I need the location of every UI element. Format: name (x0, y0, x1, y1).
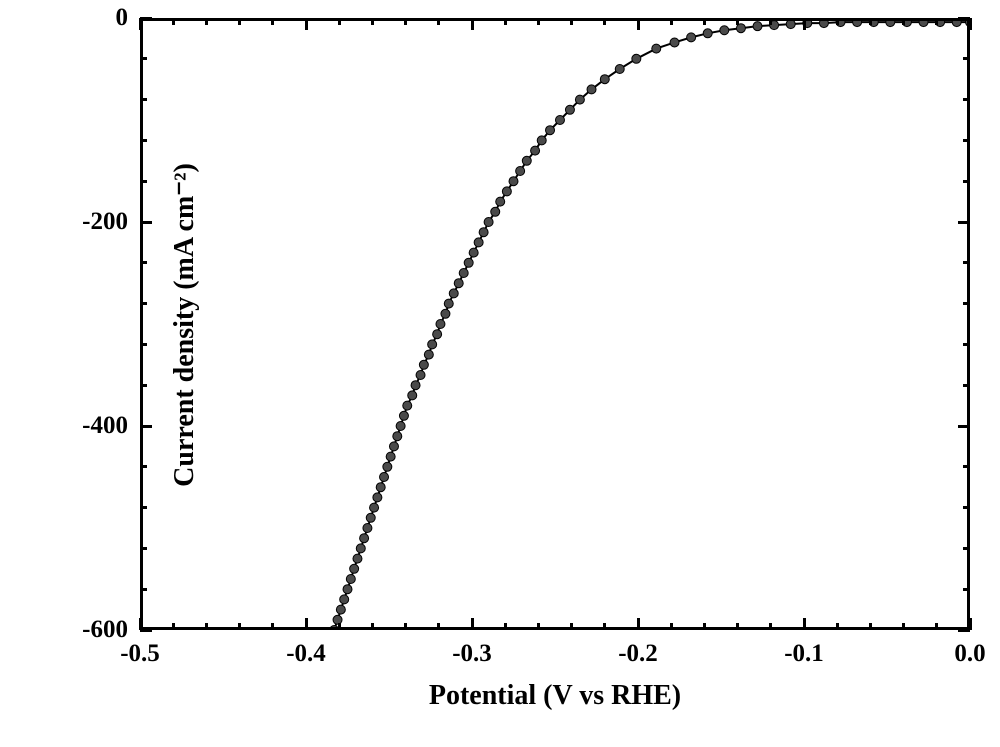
x-tick (769, 623, 772, 630)
x-tick-label: -0.1 (774, 640, 834, 668)
x-tick (205, 623, 208, 630)
y-tick (140, 302, 147, 305)
x-tick-top (338, 18, 341, 25)
y-tick (140, 57, 147, 60)
x-tick (537, 623, 540, 630)
y-tick-right (963, 465, 970, 468)
x-axis-label: Potential (V vs RHE) (385, 680, 725, 712)
x-tick-top (305, 18, 308, 30)
y-tick-label: -400 (82, 412, 128, 440)
y-tick-label: -200 (82, 208, 128, 236)
x-tick-label: -0.2 (608, 640, 668, 668)
x-tick-top (670, 18, 673, 25)
y-tick-right (963, 57, 970, 60)
y-tick (140, 261, 147, 264)
x-tick (404, 623, 407, 630)
y-axis-label-wrap: Current density (mA cm⁻²) (167, 163, 201, 487)
x-tick (570, 623, 573, 630)
y-tick (140, 629, 152, 632)
x-tick (703, 623, 706, 630)
x-tick-top (803, 18, 806, 30)
x-tick (471, 618, 474, 630)
y-axis-label: Current density (mA cm⁻²) (169, 163, 200, 487)
y-tick (140, 465, 147, 468)
x-tick-top (471, 18, 474, 30)
y-tick (140, 547, 147, 550)
y-tick (140, 343, 147, 346)
y-tick-right (963, 302, 970, 305)
y-tick (140, 425, 152, 428)
y-tick-right (958, 17, 970, 20)
x-tick-top (504, 18, 507, 25)
y-tick (140, 180, 147, 183)
x-tick-top (836, 18, 839, 25)
x-tick (902, 623, 905, 630)
y-tick-right (958, 425, 970, 428)
y-tick-label: 0 (116, 4, 129, 32)
y-tick (140, 588, 147, 591)
x-tick-top (736, 18, 739, 25)
x-tick-top (869, 18, 872, 25)
x-tick-top (703, 18, 706, 25)
x-tick-top (205, 18, 208, 25)
y-tick-label: -600 (82, 616, 128, 644)
x-tick-top (637, 18, 640, 30)
y-tick (140, 17, 152, 20)
y-tick-right (958, 629, 970, 632)
y-tick-right (963, 588, 970, 591)
y-tick-right (958, 221, 970, 224)
lsv-curve (0, 0, 1000, 747)
x-tick (836, 623, 839, 630)
x-tick (603, 623, 606, 630)
y-tick-right (963, 261, 970, 264)
x-tick-top (603, 18, 606, 25)
x-tick (238, 623, 241, 630)
x-tick (172, 623, 175, 630)
x-tick (670, 623, 673, 630)
x-tick (305, 618, 308, 630)
x-tick-top (537, 18, 540, 25)
x-tick (271, 623, 274, 630)
x-tick (437, 623, 440, 630)
x-tick-top (935, 18, 938, 25)
x-tick-top (139, 18, 142, 30)
x-tick-top (271, 18, 274, 25)
x-tick-top (404, 18, 407, 25)
x-tick-top (769, 18, 772, 25)
y-tick-right (963, 547, 970, 550)
x-tick-label: 0.0 (940, 640, 1000, 668)
x-tick-top (969, 18, 972, 30)
x-tick (935, 623, 938, 630)
y-tick-right (963, 98, 970, 101)
y-tick (140, 506, 147, 509)
polarization-chart: -0.5 -0.4 -0.3 -0.2 -0.1 0.0 -600 -400 -200 0 Pot… (0, 0, 1000, 747)
y-tick (140, 98, 147, 101)
y-tick-right (963, 139, 970, 142)
x-tick-top (437, 18, 440, 25)
y-tick (140, 139, 147, 142)
x-tick-top (371, 18, 374, 25)
x-tick-top (902, 18, 905, 25)
x-tick (504, 623, 507, 630)
x-tick-top (172, 18, 175, 25)
x-tick (803, 618, 806, 630)
x-tick-top (238, 18, 241, 25)
x-tick (869, 623, 872, 630)
y-tick-right (963, 506, 970, 509)
y-tick (140, 221, 152, 224)
y-tick-right (963, 180, 970, 183)
x-tick (338, 623, 341, 630)
x-tick (371, 623, 374, 630)
x-tick-top (570, 18, 573, 25)
x-tick (637, 618, 640, 630)
x-tick-label: -0.3 (442, 640, 502, 668)
y-tick-right (963, 384, 970, 387)
x-tick-label: -0.5 (110, 640, 170, 668)
x-tick-label: -0.4 (276, 640, 336, 668)
y-tick-right (963, 343, 970, 346)
y-tick (140, 384, 147, 387)
x-tick (736, 623, 739, 630)
